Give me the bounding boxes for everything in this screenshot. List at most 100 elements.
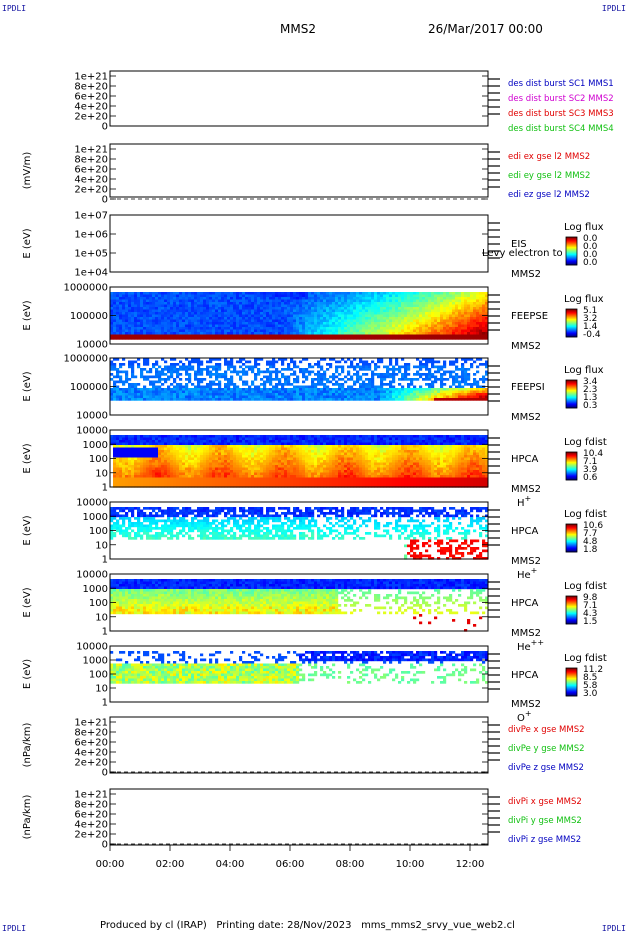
spectrogram-cell [431, 307, 435, 310]
legend-entry: des dist burst SC1 MMS1 [508, 79, 614, 89]
spectrogram-cell [335, 329, 339, 333]
spectrogram-cell [386, 322, 390, 325]
spectrogram-cell [308, 395, 312, 399]
spectrogram-cell [131, 327, 135, 330]
spectrogram-cell [194, 470, 198, 473]
spectrogram-cell [449, 304, 453, 308]
spectrogram-cell [374, 373, 378, 376]
spectrogram-cell [224, 395, 228, 399]
spectrogram-cell [128, 378, 132, 381]
spectrogram-cell [461, 337, 465, 340]
spectrogram-cell [434, 334, 438, 338]
spectrogram-cell [386, 327, 390, 330]
spectrogram-cell [248, 322, 252, 325]
spectrogram-cell [359, 378, 363, 381]
spectrogram-cell [137, 435, 141, 438]
spectrogram-cell [278, 358, 282, 361]
spectrogram-cell [206, 312, 210, 315]
spectrogram-cell [155, 485, 159, 488]
spectrogram-cell [188, 302, 192, 305]
colorbar-tick-label: 3.2 [583, 314, 597, 324]
spectrogram-cell [386, 365, 390, 369]
spectrogram-cell [311, 385, 315, 389]
spectrogram-cell [236, 450, 240, 453]
spectrogram-cell [485, 322, 489, 325]
spectrogram-cell [134, 302, 138, 305]
spectrogram-cell [140, 437, 144, 441]
y-tick-label: 10000 [76, 340, 108, 351]
spectrogram-cell [323, 329, 327, 333]
spectrogram-cell [263, 370, 267, 374]
spectrogram-cell [356, 299, 360, 303]
spectrogram-cell [437, 337, 441, 340]
spectrogram-cell [152, 314, 156, 318]
spectrogram-cell [356, 307, 360, 310]
spectrogram-cell [356, 332, 360, 335]
spectrogram-cell [341, 312, 345, 315]
spectrogram-cell [296, 390, 300, 394]
spectrogram-cell [158, 440, 162, 443]
spectrogram-cell [398, 370, 402, 374]
spectrogram-cell [389, 380, 393, 384]
spectrogram-cell [359, 375, 363, 379]
spectrogram-cell [455, 322, 459, 325]
spectrogram-cell [137, 447, 141, 451]
spectrogram-cell [386, 297, 390, 300]
spectrogram-cell [464, 304, 468, 308]
spectrogram-cell [209, 390, 213, 394]
spectrogram-cell [170, 324, 174, 328]
spectrogram-cell [131, 302, 135, 305]
spectrogram-cell [335, 324, 339, 328]
spectrogram-cell [116, 447, 120, 451]
spectrogram-cell [314, 334, 318, 338]
spectrogram-cell [164, 455, 168, 458]
spectrogram-cell [428, 385, 432, 389]
spectrogram-cell [140, 302, 144, 305]
spectrogram-cell [287, 327, 291, 330]
spectrogram-cell [455, 314, 459, 318]
spectrogram-cell [284, 302, 288, 305]
spectrogram-cell [440, 365, 444, 369]
colorbar-tick-label: 0.0 [583, 258, 598, 268]
spectrogram-cell [194, 455, 198, 458]
spectrogram-cell [209, 302, 213, 305]
spectrogram-cell [185, 472, 189, 476]
spectrogram-cell [182, 462, 186, 466]
spectrogram-cell [386, 307, 390, 310]
spectrogram-cell [206, 470, 210, 473]
spectrogram-cell [125, 299, 129, 303]
spectrogram-cell [158, 475, 162, 478]
spectrogram-cell [419, 312, 423, 315]
spectrogram-cell [338, 329, 342, 333]
spectrogram-cell [200, 470, 204, 473]
spectrogram-cell [230, 482, 234, 486]
spectrogram-cell [239, 472, 243, 476]
spectrogram-cell [116, 334, 120, 338]
spectrogram-cell [269, 380, 273, 384]
spectrogram-cell [230, 485, 234, 488]
spectrogram-cell [290, 319, 294, 323]
spectrogram-cell [149, 317, 153, 320]
spectrogram-cell [341, 302, 345, 305]
spectrogram-cell [317, 337, 321, 340]
spectrogram-cell [128, 292, 132, 295]
spectrogram-cell [371, 385, 375, 389]
spectrogram-cell [461, 332, 465, 335]
spectrogram-cell [380, 398, 384, 401]
spectrogram-cell [245, 334, 249, 338]
spectrogram-cell [386, 375, 390, 379]
spectrogram-cell [125, 395, 129, 399]
spectrogram-cell [314, 383, 318, 386]
spectrogram-cell [332, 378, 336, 381]
spectrogram-cell [389, 385, 393, 389]
spectrogram-cell [122, 472, 126, 476]
spectrogram-cell [296, 312, 300, 315]
spectrogram-cell [461, 380, 465, 384]
spectrogram-cell [359, 390, 363, 394]
spectrogram-cell [341, 398, 345, 401]
spectrogram-cell [422, 398, 426, 401]
spectrogram-cell [137, 395, 141, 399]
spectrogram-cell [137, 327, 141, 330]
spectrogram-cell [410, 395, 414, 399]
spectrogram-cell [230, 398, 234, 401]
